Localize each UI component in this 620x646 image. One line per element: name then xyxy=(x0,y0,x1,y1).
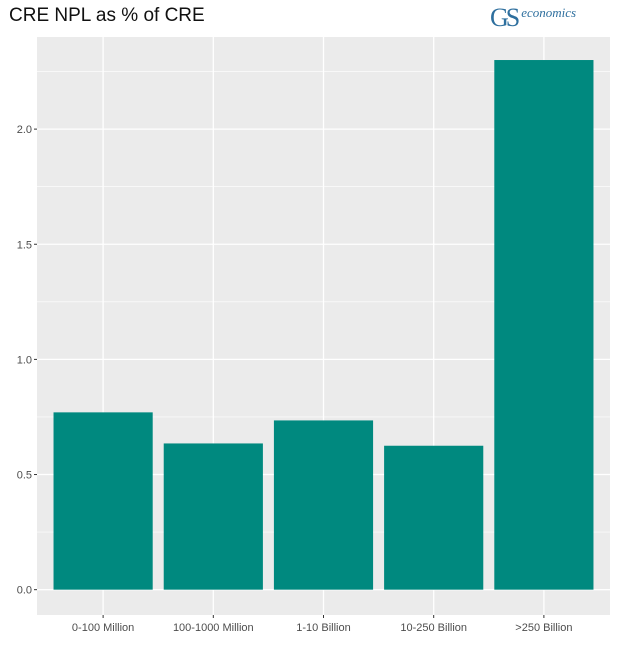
y-tick-label: 2.0 xyxy=(17,124,32,136)
chart-title: CRE NPL as % of CRE xyxy=(9,5,205,26)
y-tick-label: 1.0 xyxy=(17,354,32,366)
bar-1 xyxy=(163,443,263,590)
x-tick-label: 10-250 Billion xyxy=(400,622,467,634)
bar-4 xyxy=(494,60,594,590)
x-tick-label: 100-1000 Million xyxy=(173,622,254,634)
y-tick-label: 0.5 xyxy=(17,470,32,482)
x-tick-label: >250 Billion xyxy=(515,622,572,634)
bar-0 xyxy=(53,412,153,590)
logo-text: economics xyxy=(521,5,577,20)
y-tick-label: 0.0 xyxy=(17,585,32,597)
x-tick-label: 1-10 Billion xyxy=(296,622,350,634)
bar-2 xyxy=(273,420,374,590)
gs-economics-logo: GS economics xyxy=(490,3,576,33)
x-tick-label: 0-100 Million xyxy=(72,622,134,634)
y-tick-label: 1.5 xyxy=(17,239,32,251)
logo-mark: GS xyxy=(490,3,520,32)
bar-3 xyxy=(384,445,484,590)
